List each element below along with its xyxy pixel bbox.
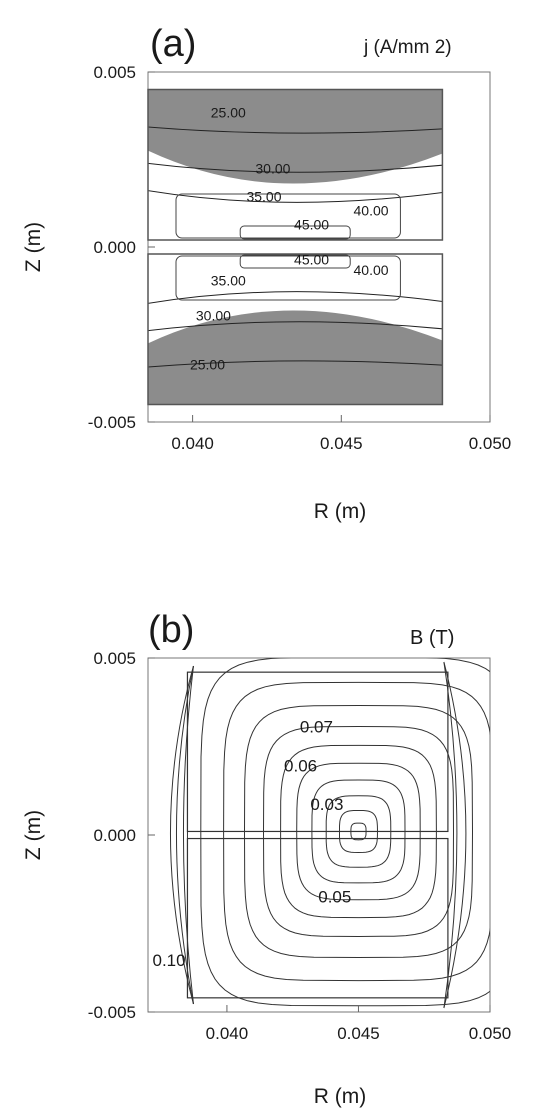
y-tick-label: 0.005 — [93, 63, 136, 82]
contour-line — [443, 661, 458, 1009]
x-tick-label: 0.040 — [171, 434, 214, 453]
contour-line — [148, 190, 443, 203]
contour-line — [175, 193, 401, 239]
contour-value-label: 35.00 — [246, 189, 281, 205]
x-tick-label: 0.050 — [469, 1024, 512, 1043]
y-tick-label: 0.000 — [93, 238, 136, 257]
contour-line — [182, 665, 194, 1005]
quantity-label: B (T) — [410, 627, 454, 649]
x-tick-label: 0.040 — [206, 1024, 249, 1043]
plot-content: 0.07 0.06 0.03 0.05 0.10 — [152, 658, 490, 1009]
coil-block — [148, 254, 443, 405]
contour-value-label: 0.10 — [152, 951, 185, 970]
plot-content: 25.00 30.00 35.00 45.00 40.00 45.00 40.00 35.00… — [147, 88, 444, 406]
contour-line — [148, 360, 443, 368]
shaded-region — [148, 89, 443, 184]
x-tick-label: 0.045 — [320, 434, 363, 453]
y-tick-label: -0.005 — [88, 413, 136, 432]
panel-label: (b) — [148, 609, 194, 651]
contour-line — [148, 321, 443, 332]
contour-line — [148, 126, 443, 134]
tick-layer: 0.040 0.045 0.050 0.005 0.000 -0.005 — [88, 63, 511, 453]
contour-line — [170, 665, 194, 1005]
x-axis-label: R (m) — [314, 500, 366, 523]
x-tick-label: 0.050 — [469, 434, 512, 453]
contour-line — [148, 291, 443, 304]
contour-line — [176, 665, 194, 1005]
contour-value-label: 45.00 — [294, 252, 329, 268]
contour-line — [443, 661, 467, 1009]
contour-value-label: 25.00 — [211, 105, 246, 121]
panel-a: (a) j (A/mm 2) 25.00 30.00 35.00 45.00 40.00… — [22, 23, 511, 523]
panel-label: (a) — [150, 23, 196, 65]
contour-line — [239, 254, 351, 269]
contour-value-label: 25.00 — [190, 357, 225, 373]
plot-frame — [147, 657, 491, 1013]
x-tick-label: 0.045 — [337, 1024, 380, 1043]
y-axis-label: Z (m) — [22, 810, 45, 860]
contour-value-label: 30.00 — [255, 161, 290, 177]
contour-value-label: 40.00 — [354, 203, 389, 219]
contour-value-label: 35.00 — [211, 273, 246, 289]
y-tick-label: 0.005 — [93, 649, 136, 668]
coil-outline — [147, 88, 444, 241]
coil-outline — [147, 253, 444, 406]
y-axis-label: Z (m) — [22, 222, 45, 272]
contour-value-label: 30.00 — [196, 308, 231, 324]
coil-block — [148, 89, 443, 240]
contour-line — [148, 162, 443, 173]
contour-value-label: 40.00 — [354, 262, 389, 278]
shaded-region — [148, 310, 443, 405]
x-axis-label: R (m) — [314, 1085, 366, 1108]
y-tick-label: 0.000 — [93, 826, 136, 845]
y-tick-label: -0.005 — [88, 1003, 136, 1022]
contour-line — [175, 255, 401, 301]
tick-layer: 0.040 0.045 0.050 0.005 0.000 -0.005 — [88, 649, 511, 1043]
field-contours — [170, 658, 490, 1009]
panel-b: (b) B (T) 0.070.060.030.050.10 0.040 0.04… — [22, 609, 511, 1108]
contour-value-label: 0.05 — [318, 887, 351, 906]
contour-line — [239, 225, 351, 240]
contour-value-label: 45.00 — [294, 217, 329, 233]
quantity-label: j (A/mm 2) — [363, 37, 452, 58]
coil-outline — [186, 837, 449, 999]
contour-value-label: 0.07 — [300, 717, 333, 736]
contour-value-label: 0.06 — [284, 756, 317, 775]
contour-value-label: 0.03 — [310, 795, 343, 814]
